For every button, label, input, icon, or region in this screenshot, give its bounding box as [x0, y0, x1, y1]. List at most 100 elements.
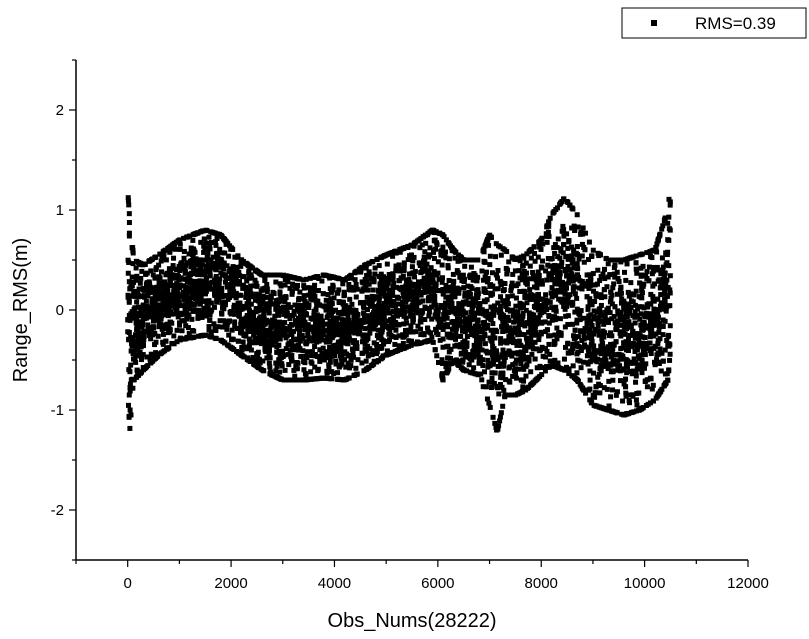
data-point: [359, 350, 365, 356]
data-point: [267, 364, 273, 370]
data-point: [155, 333, 161, 339]
data-point: [523, 347, 529, 353]
data-point: [372, 265, 378, 271]
data-point: [428, 265, 434, 271]
data-point: [330, 316, 336, 322]
data-point: [579, 344, 585, 350]
data-point: [561, 196, 567, 202]
data-point: [538, 246, 544, 252]
data-point: [664, 285, 670, 291]
data-point: [610, 285, 616, 291]
data-point: [387, 310, 393, 316]
data-point: [528, 255, 534, 261]
data-point: [569, 260, 575, 266]
data-point: [442, 308, 448, 314]
data-point: [620, 398, 626, 404]
data-point: [198, 292, 204, 298]
data-point: [648, 348, 654, 354]
data-point: [488, 327, 494, 333]
data-point: [644, 325, 650, 331]
data-point: [288, 313, 294, 319]
data-point: [529, 316, 535, 322]
data-point: [529, 323, 535, 329]
data-point: [181, 296, 187, 302]
data-point: [565, 256, 571, 262]
data-point: [175, 302, 181, 308]
data-point: [466, 325, 472, 331]
data-point: [390, 287, 396, 293]
data-point: [512, 366, 518, 372]
data-point: [489, 339, 495, 345]
data-point: [372, 271, 378, 277]
data-point: [368, 275, 374, 281]
data-point: [363, 313, 369, 319]
data-point: [366, 269, 372, 275]
data-point: [304, 301, 310, 307]
data-point: [411, 302, 417, 308]
data-point: [426, 313, 432, 319]
data-point: [144, 329, 150, 335]
data-point: [667, 273, 673, 279]
data-point: [381, 289, 387, 295]
data-point: [396, 262, 402, 268]
data-point: [613, 323, 619, 329]
data-point: [148, 360, 154, 366]
data-point: [549, 285, 555, 291]
data-point: [590, 247, 596, 253]
data-point: [202, 271, 208, 277]
data-point: [325, 328, 331, 334]
data-point: [200, 310, 206, 316]
data-point: [500, 246, 506, 252]
data-point: [605, 345, 611, 351]
data-point: [345, 338, 351, 344]
data-point: [331, 295, 337, 301]
data-point: [401, 321, 407, 327]
data-point: [579, 338, 585, 344]
data-point: [352, 312, 358, 318]
data-point: [463, 326, 469, 332]
data-point: [130, 385, 136, 391]
data-point: [578, 308, 584, 314]
data-point: [140, 306, 146, 312]
data-point: [381, 274, 387, 280]
data-point: [559, 366, 565, 372]
data-point: [609, 301, 615, 307]
data-point: [418, 326, 424, 332]
data-point: [266, 360, 272, 366]
data-point: [612, 274, 618, 280]
data-point: [552, 306, 558, 312]
data-point: [295, 315, 301, 321]
data-point: [621, 381, 627, 387]
data-point: [532, 250, 538, 256]
data-point: [211, 304, 217, 310]
data-point: [328, 376, 334, 382]
data-point: [492, 286, 498, 292]
data-point: [634, 313, 640, 319]
data-point: [519, 377, 525, 383]
data-point: [280, 331, 286, 337]
data-point: [276, 342, 282, 348]
data-point: [161, 283, 167, 289]
data-point: [146, 324, 152, 330]
data-point: [544, 307, 550, 313]
data-point: [136, 286, 142, 292]
data-point: [584, 272, 590, 278]
data-point: [193, 294, 199, 300]
data-point: [208, 334, 214, 340]
data-point: [282, 367, 288, 373]
data-point: [427, 289, 433, 295]
data-point: [556, 269, 562, 275]
data-point: [256, 332, 262, 338]
data-point: [587, 377, 593, 383]
data-point: [371, 279, 377, 285]
data-point: [582, 230, 588, 236]
data-point: [273, 337, 279, 343]
data-point: [610, 369, 616, 375]
data-point: [471, 257, 477, 263]
data-point: [510, 313, 516, 319]
data-point: [205, 260, 211, 266]
data-point: [333, 307, 339, 313]
data-point: [239, 323, 245, 329]
data-point: [170, 263, 176, 269]
data-point: [587, 397, 593, 403]
